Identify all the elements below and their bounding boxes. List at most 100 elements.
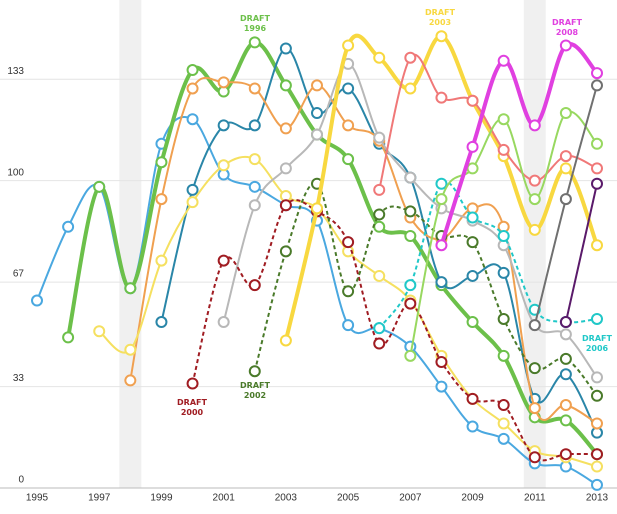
data-point xyxy=(404,349,417,362)
data-point xyxy=(528,119,541,132)
annotation: DRAFT 2008 xyxy=(552,18,582,37)
data-point xyxy=(62,220,75,233)
y-tick-label: 33 xyxy=(13,373,25,384)
data-point xyxy=(559,399,572,412)
data-point xyxy=(186,183,199,196)
data-point xyxy=(497,432,510,445)
y-tick-label: 0 xyxy=(18,475,24,486)
x-tick-label: 2011 xyxy=(524,493,546,504)
data-point xyxy=(124,343,137,356)
data-point xyxy=(435,276,448,289)
data-point xyxy=(559,193,572,206)
data-point xyxy=(559,448,572,461)
x-tick-label: 1995 xyxy=(26,493,49,504)
data-point xyxy=(497,266,510,279)
data-point xyxy=(248,153,261,166)
data-point xyxy=(497,54,510,67)
data-point xyxy=(559,162,572,175)
data-point xyxy=(373,322,386,335)
series-line xyxy=(564,183,598,323)
data-point xyxy=(559,316,572,329)
x-tick-label: 2009 xyxy=(461,493,484,504)
data-point xyxy=(591,417,603,430)
data-point xyxy=(186,377,199,390)
data-point xyxy=(373,269,386,282)
data-point xyxy=(342,153,355,166)
y-tick-label: 100 xyxy=(7,167,24,178)
data-point xyxy=(559,414,572,427)
data-point xyxy=(404,279,417,292)
data-point xyxy=(497,417,510,430)
data-point xyxy=(342,319,355,332)
data-point xyxy=(217,119,230,132)
data-point xyxy=(186,64,199,77)
data-point xyxy=(435,30,448,43)
data-point xyxy=(311,107,323,120)
data-point xyxy=(435,380,448,393)
data-point xyxy=(528,451,541,464)
data-point xyxy=(591,67,603,80)
data-point xyxy=(217,254,230,267)
data-point xyxy=(466,94,479,107)
data-point xyxy=(466,420,479,433)
data-point xyxy=(248,365,261,378)
data-point xyxy=(497,229,510,242)
y-tick-label: 67 xyxy=(13,269,25,280)
data-point xyxy=(591,448,603,461)
data-point xyxy=(466,211,479,224)
data-point xyxy=(279,42,292,55)
data-point xyxy=(559,107,572,120)
data-point xyxy=(186,82,199,95)
data-point xyxy=(404,205,417,218)
shaded-band xyxy=(119,0,142,488)
data-point xyxy=(217,316,230,329)
data-point xyxy=(591,389,603,402)
data-point xyxy=(591,312,603,325)
data-point xyxy=(559,150,572,163)
data-point xyxy=(591,162,603,175)
data-point xyxy=(528,362,541,375)
data-point xyxy=(591,137,603,150)
data-point xyxy=(435,91,448,104)
data-point xyxy=(124,282,137,295)
data-point xyxy=(342,285,355,298)
data-point xyxy=(311,202,323,215)
data-point xyxy=(559,352,572,365)
data-point xyxy=(466,162,479,175)
data-point xyxy=(435,177,448,190)
data-point xyxy=(311,128,323,141)
data-point xyxy=(528,319,541,332)
data-point xyxy=(404,82,417,95)
data-point xyxy=(373,220,386,233)
x-tick-label: 2013 xyxy=(586,493,609,504)
series-line xyxy=(66,40,599,456)
data-point xyxy=(279,199,292,212)
data-point xyxy=(591,371,603,384)
data-point xyxy=(466,140,479,153)
data-point xyxy=(435,193,448,206)
data-point xyxy=(497,113,510,126)
data-point xyxy=(31,294,43,307)
data-point xyxy=(591,79,603,92)
data-point xyxy=(497,312,510,325)
x-tick-label: 2003 xyxy=(275,493,298,504)
x-tick-label: 1997 xyxy=(88,493,111,504)
x-tick-label: 2001 xyxy=(213,493,236,504)
x-tick-label: 2007 xyxy=(399,493,422,504)
data-point xyxy=(248,36,261,49)
annotation: DRAFT 2000 xyxy=(177,398,207,417)
data-point xyxy=(124,374,137,387)
data-point xyxy=(217,159,230,172)
data-point xyxy=(342,82,355,95)
annotation: DRAFT 1996 xyxy=(240,14,270,33)
data-point xyxy=(559,328,572,341)
data-point xyxy=(342,39,355,52)
data-point xyxy=(62,331,75,344)
data-point xyxy=(186,113,199,126)
data-point xyxy=(466,269,479,282)
data-point xyxy=(279,334,292,347)
data-point xyxy=(373,51,386,64)
data-point xyxy=(466,316,479,329)
data-point xyxy=(528,193,541,206)
